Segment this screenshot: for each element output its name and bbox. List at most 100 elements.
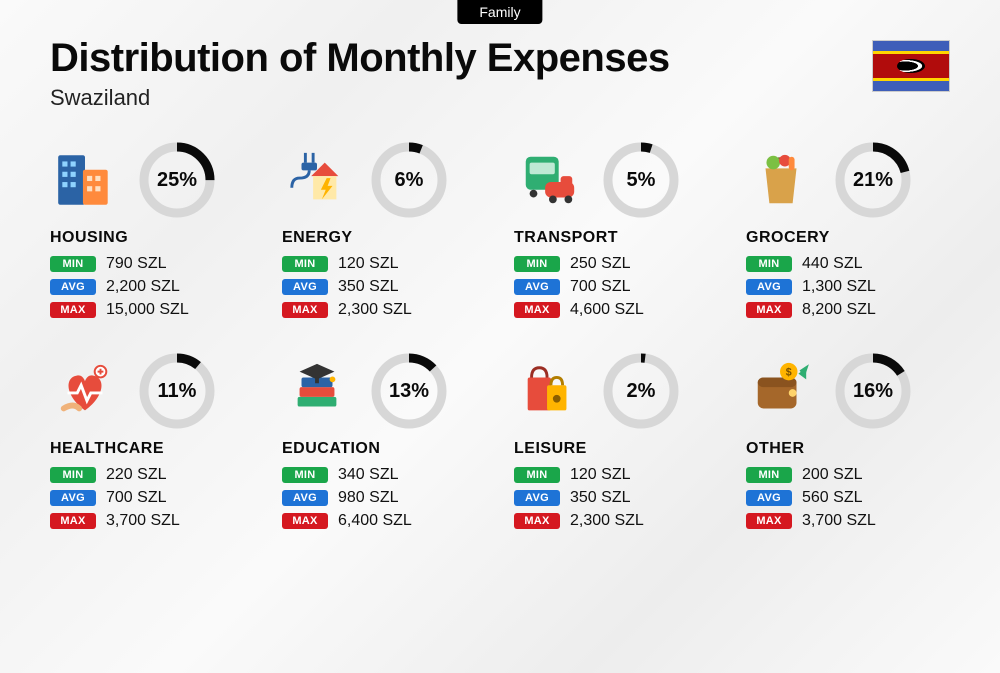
percentage-value: 11% [138,352,216,430]
avg-value: 980 SZL [338,489,398,507]
max-badge: MAX [514,302,560,318]
stats-block: MIN 120 SZL AVG 350 SZL MAX 2,300 SZL [282,255,486,319]
expense-card-education: 13% EDUCATION MIN 340 SZL AVG 980 SZL MA… [282,352,486,535]
max-badge: MAX [50,302,96,318]
avg-badge: AVG [746,279,792,295]
percentage-value: 21% [834,141,912,219]
percentage-donut: 13% [370,352,448,430]
stats-block: MIN 790 SZL AVG 2,200 SZL MAX 15,000 SZL [50,255,254,319]
min-value: 200 SZL [802,466,862,484]
max-value: 6,400 SZL [338,512,412,530]
min-value: 790 SZL [106,255,166,273]
min-value: 440 SZL [802,255,862,273]
min-badge: MIN [50,256,96,272]
percentage-donut: 6% [370,141,448,219]
category-name: EDUCATION [282,440,486,458]
stat-max: MAX 2,300 SZL [514,512,718,530]
stat-avg: AVG 560 SZL [746,489,950,507]
avg-badge: AVG [514,279,560,295]
category-name: LEISURE [514,440,718,458]
stat-min: MIN 200 SZL [746,466,950,484]
stat-avg: AVG 350 SZL [514,489,718,507]
other-icon: $ [746,356,816,426]
avg-value: 350 SZL [338,278,398,296]
percentage-donut: 11% [138,352,216,430]
stat-min: MIN 220 SZL [50,466,254,484]
min-badge: MIN [514,467,560,483]
percentage-donut: 21% [834,141,912,219]
stat-avg: AVG 2,200 SZL [50,278,254,296]
percentage-donut: 2% [602,352,680,430]
avg-value: 700 SZL [106,489,166,507]
max-value: 2,300 SZL [570,512,644,530]
max-badge: MAX [282,513,328,529]
max-badge: MAX [282,302,328,318]
percentage-value: 13% [370,352,448,430]
avg-badge: AVG [282,279,328,295]
expense-card-leisure: 2% LEISURE MIN 120 SZL AVG 350 SZL MAX 2… [514,352,718,535]
max-value: 3,700 SZL [802,512,876,530]
education-icon [282,356,352,426]
percentage-value: 5% [602,141,680,219]
expense-card-healthcare: 11% HEALTHCARE MIN 220 SZL AVG 700 SZL M… [50,352,254,535]
percentage-value: 2% [602,352,680,430]
min-value: 220 SZL [106,466,166,484]
min-value: 120 SZL [570,466,630,484]
stat-min: MIN 250 SZL [514,255,718,273]
category-name: ENERGY [282,229,486,247]
percentage-value: 6% [370,141,448,219]
transport-icon [514,145,584,215]
expense-card-energy: 6% ENERGY MIN 120 SZL AVG 350 SZL MAX 2,… [282,141,486,324]
percentage-donut: 25% [138,141,216,219]
energy-icon [282,145,352,215]
stats-block: MIN 200 SZL AVG 560 SZL MAX 3,700 SZL [746,466,950,530]
stat-avg: AVG 700 SZL [50,489,254,507]
avg-value: 560 SZL [802,489,862,507]
percentage-donut: 5% [602,141,680,219]
max-value: 2,300 SZL [338,301,412,319]
percentage-value: 25% [138,141,216,219]
min-badge: MIN [746,467,792,483]
min-value: 340 SZL [338,466,398,484]
avg-value: 1,300 SZL [802,278,876,296]
stat-max: MAX 8,200 SZL [746,301,950,319]
avg-badge: AVG [282,490,328,506]
category-name: HEALTHCARE [50,440,254,458]
expense-card-other: $ 16% OTHER MIN 200 SZL AVG 560 SZL [746,352,950,535]
max-value: 8,200 SZL [802,301,876,319]
svg-text:$: $ [786,367,792,379]
min-badge: MIN [282,256,328,272]
stats-block: MIN 340 SZL AVG 980 SZL MAX 6,400 SZL [282,466,486,530]
max-badge: MAX [746,302,792,318]
min-badge: MIN [746,256,792,272]
stats-block: MIN 120 SZL AVG 350 SZL MAX 2,300 SZL [514,466,718,530]
stat-avg: AVG 980 SZL [282,489,486,507]
min-value: 250 SZL [570,255,630,273]
country-flag [872,40,950,92]
stat-avg: AVG 1,300 SZL [746,278,950,296]
stat-min: MIN 440 SZL [746,255,950,273]
healthcare-icon [50,356,120,426]
max-badge: MAX [514,513,560,529]
stat-min: MIN 120 SZL [282,255,486,273]
stats-block: MIN 250 SZL AVG 700 SZL MAX 4,600 SZL [514,255,718,319]
avg-value: 2,200 SZL [106,278,180,296]
stat-min: MIN 120 SZL [514,466,718,484]
expense-card-transport: 5% TRANSPORT MIN 250 SZL AVG 700 SZL MAX… [514,141,718,324]
expense-card-housing: 25% HOUSING MIN 790 SZL AVG 2,200 SZL MA… [50,141,254,324]
stat-avg: AVG 350 SZL [282,278,486,296]
category-name: OTHER [746,440,950,458]
stat-avg: AVG 700 SZL [514,278,718,296]
page-subtitle: Swaziland [50,85,950,111]
category-name: GROCERY [746,229,950,247]
avg-badge: AVG [746,490,792,506]
avg-value: 350 SZL [570,489,630,507]
min-badge: MIN [514,256,560,272]
stat-min: MIN 340 SZL [282,466,486,484]
min-value: 120 SZL [338,255,398,273]
stat-max: MAX 15,000 SZL [50,301,254,319]
percentage-value: 16% [834,352,912,430]
avg-badge: AVG [50,279,96,295]
avg-badge: AVG [50,490,96,506]
percentage-donut: 16% [834,352,912,430]
